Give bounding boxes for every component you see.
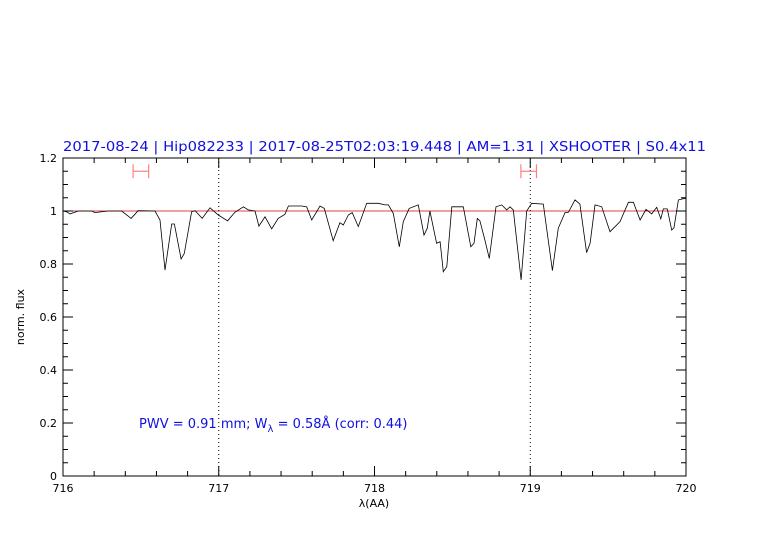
y-tick-label: 0.6: [40, 311, 58, 324]
error-bar: [520, 164, 538, 179]
x-axis-title: λ(AA): [359, 497, 389, 510]
annotation-prefix: PWV = 0.91 mm; W: [139, 417, 268, 432]
x-tick-label: 718: [364, 482, 385, 495]
x-tick-label: 720: [676, 482, 697, 495]
spectrum-line: [62, 197, 686, 280]
x-tick-label: 716: [53, 482, 74, 495]
y-axis-title: norm. flux: [14, 288, 27, 345]
y-tick-label: 0.2: [40, 417, 58, 430]
x-tick-label: 719: [520, 482, 541, 495]
y-tick-label: 0: [50, 470, 57, 483]
y-tick-label: 1.2: [40, 152, 58, 165]
y-tick-label: 0.8: [40, 258, 58, 271]
pwv-annotation: PWV = 0.91 mm; Wλ = 0.58Å (corr: 0.44): [139, 416, 408, 435]
annotation-subscript: λ: [268, 424, 274, 435]
annotation-suffix: = 0.58Å (corr: 0.44): [273, 416, 407, 432]
y-tick-label: 1: [50, 205, 57, 218]
error-bar: [132, 164, 150, 179]
chart-title: 2017-08-24 | Hip082233 | 2017-08-25T02:0…: [63, 139, 706, 155]
x-tick-label: 717: [208, 482, 229, 495]
y-tick-label: 0.4: [40, 364, 58, 377]
